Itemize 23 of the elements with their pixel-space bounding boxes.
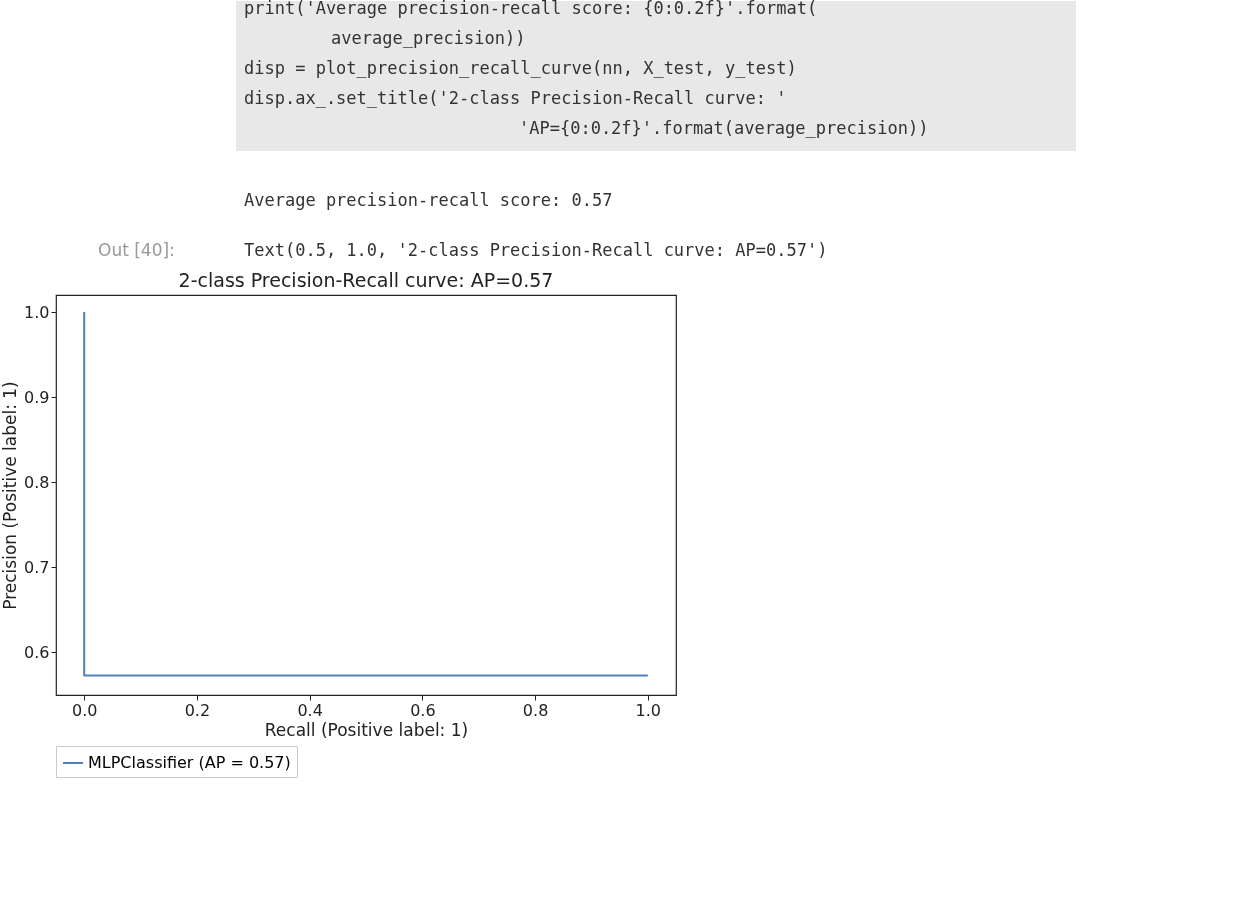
x-tick-label: 0.2 bbox=[184, 700, 211, 720]
text: average_precision)) bbox=[331, 28, 526, 48]
y-tick-label: 0.6 bbox=[24, 642, 50, 662]
legend-label: MLPClassifier (AP = 0.57) bbox=[88, 753, 291, 772]
text: disp.ax_.set_title('2-class Precision-Recall curve: ' bbox=[244, 88, 787, 108]
text: 'AP={0:0.2f}'.format(average_precision)) bbox=[519, 118, 929, 138]
x-axis-title: Recall (Positive label: 1) bbox=[264, 719, 469, 740]
chart-title: 2-class Precision-Recall curve: AP=0.57 bbox=[178, 269, 554, 291]
y-tick-label: 0.9 bbox=[24, 387, 50, 407]
text: Text(0.5, 1.0, '2-class Precision-Recall curve: AP=0.57') bbox=[244, 240, 828, 260]
text: print('Average precision-recall score: {0:0.2f}'.format( bbox=[244, 0, 818, 18]
text: disp = plot_precision_recall_curve(nn, X_test, y_test) bbox=[244, 58, 797, 78]
x-tick-label: 0.6 bbox=[410, 700, 436, 720]
y-axis-title: Precision (Positive label: 1) bbox=[0, 381, 21, 610]
x-tick-label: 1.0 bbox=[635, 700, 662, 720]
x-tick-label: 0.8 bbox=[522, 700, 549, 720]
text: Out [40]: bbox=[98, 240, 175, 260]
y-tick-label: 0.7 bbox=[24, 557, 50, 577]
y-tick-label: 1.0 bbox=[24, 302, 50, 322]
x-tick-label: 0.0 bbox=[71, 700, 98, 720]
y-tick-label: 0.8 bbox=[24, 472, 50, 492]
x-tick-label: 0.4 bbox=[297, 700, 323, 720]
text: Average precision-recall score: 0.57 bbox=[244, 190, 613, 210]
